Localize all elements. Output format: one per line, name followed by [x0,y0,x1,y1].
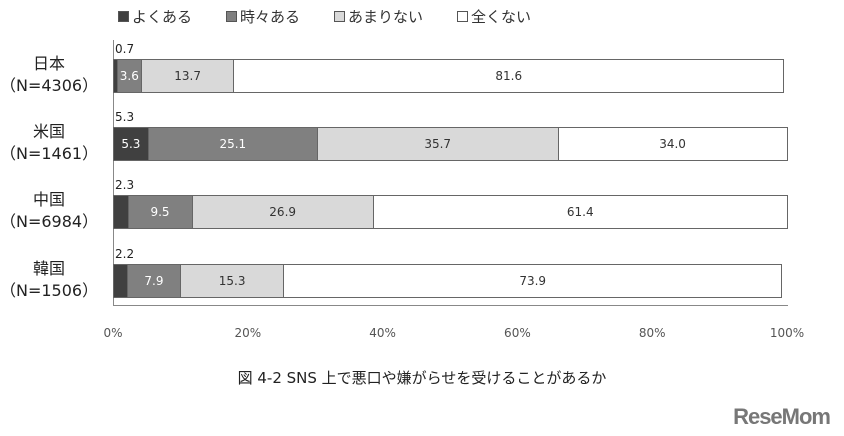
bar-segment: 35.7 [317,127,559,161]
bar-segment: 26.9 [192,195,374,229]
often-value-label: 5.3 [115,110,135,124]
bar-segment: 34.0 [558,127,788,161]
x-tick-label: 20% [234,326,262,340]
sample-size: （N=4306） [0,76,99,95]
bar-segment: 9.5 [128,195,193,229]
row-label: 日本 （N=4306） [0,53,98,97]
often-value-label: 2.3 [115,178,135,192]
bar-segment [113,59,118,93]
x-tick-label: 100% [769,326,805,340]
country-name: 日本 [32,54,65,73]
bar-segment: 25.1 [148,127,318,161]
bar-segment [113,264,128,298]
often-value-label: 0.7 [115,42,135,56]
row-label: 中国 （N=6984） [0,189,98,233]
stacked-bar: 9.5 26.9 61.4 [113,195,788,229]
bar-segment: 13.7 [141,59,235,93]
row-label: 韓国 （N=1506） [0,258,98,302]
row-label: 米国 （N=1461） [0,121,98,165]
x-tick-label: 40% [369,326,396,340]
x-tick-label: 80% [638,326,666,340]
legend-swatch-often [118,11,129,22]
x-tick-label: 60% [504,326,531,340]
bar-segment: 3.6 [117,59,142,93]
figure-caption: 図 4-2 SNS 上で悪口や嫌がらせを受けることがあるか [237,369,607,387]
country-name: 中国 [32,190,65,209]
resemom-logo: ReseMom [733,404,831,429]
legend-item-rarely: あまりない [334,6,423,27]
bar-segment: 15.3 [181,264,285,298]
legend-item-often: よくある [118,6,192,27]
stacked-bar: 3.6 13.7 81.6 [113,59,785,93]
legend-label: あまりない [348,8,424,26]
legend-item-sometimes: 時々ある [226,6,300,27]
stacked-bar: 7.9 15.3 73.9 [113,264,783,298]
chart-legend: よくある 時々ある あまりない 全くない [118,6,565,27]
country-name: 韓国 [32,259,65,278]
legend-label: 全くない [471,8,532,26]
legend-swatch-rarely [334,11,346,22]
x-tick-label: 0% [103,326,123,340]
country-name: 米国 [32,122,65,141]
bar-segment: 73.9 [284,264,783,298]
legend-label: 時々ある [240,8,301,26]
sample-size: （N=6984） [0,212,99,231]
stacked-bar: 5.3 25.1 35.7 34.0 [113,127,788,161]
bar-segment: 61.4 [373,195,788,229]
legend-label: よくある [132,8,193,26]
often-value-label: 2.2 [115,247,135,261]
sample-size: （N=1461） [0,144,99,163]
bar-segment: 81.6 [234,59,785,93]
bar-segment: 5.3 [113,127,149,161]
legend-item-never: 全くない [457,6,531,27]
bar-segment: 7.9 [127,264,182,298]
legend-swatch-never [457,11,469,22]
bar-segment [113,195,129,229]
sample-size: （N=1506） [0,281,99,300]
y-axis-line [113,40,114,306]
legend-swatch-sometimes [226,11,238,22]
x-axis-line [113,305,788,306]
